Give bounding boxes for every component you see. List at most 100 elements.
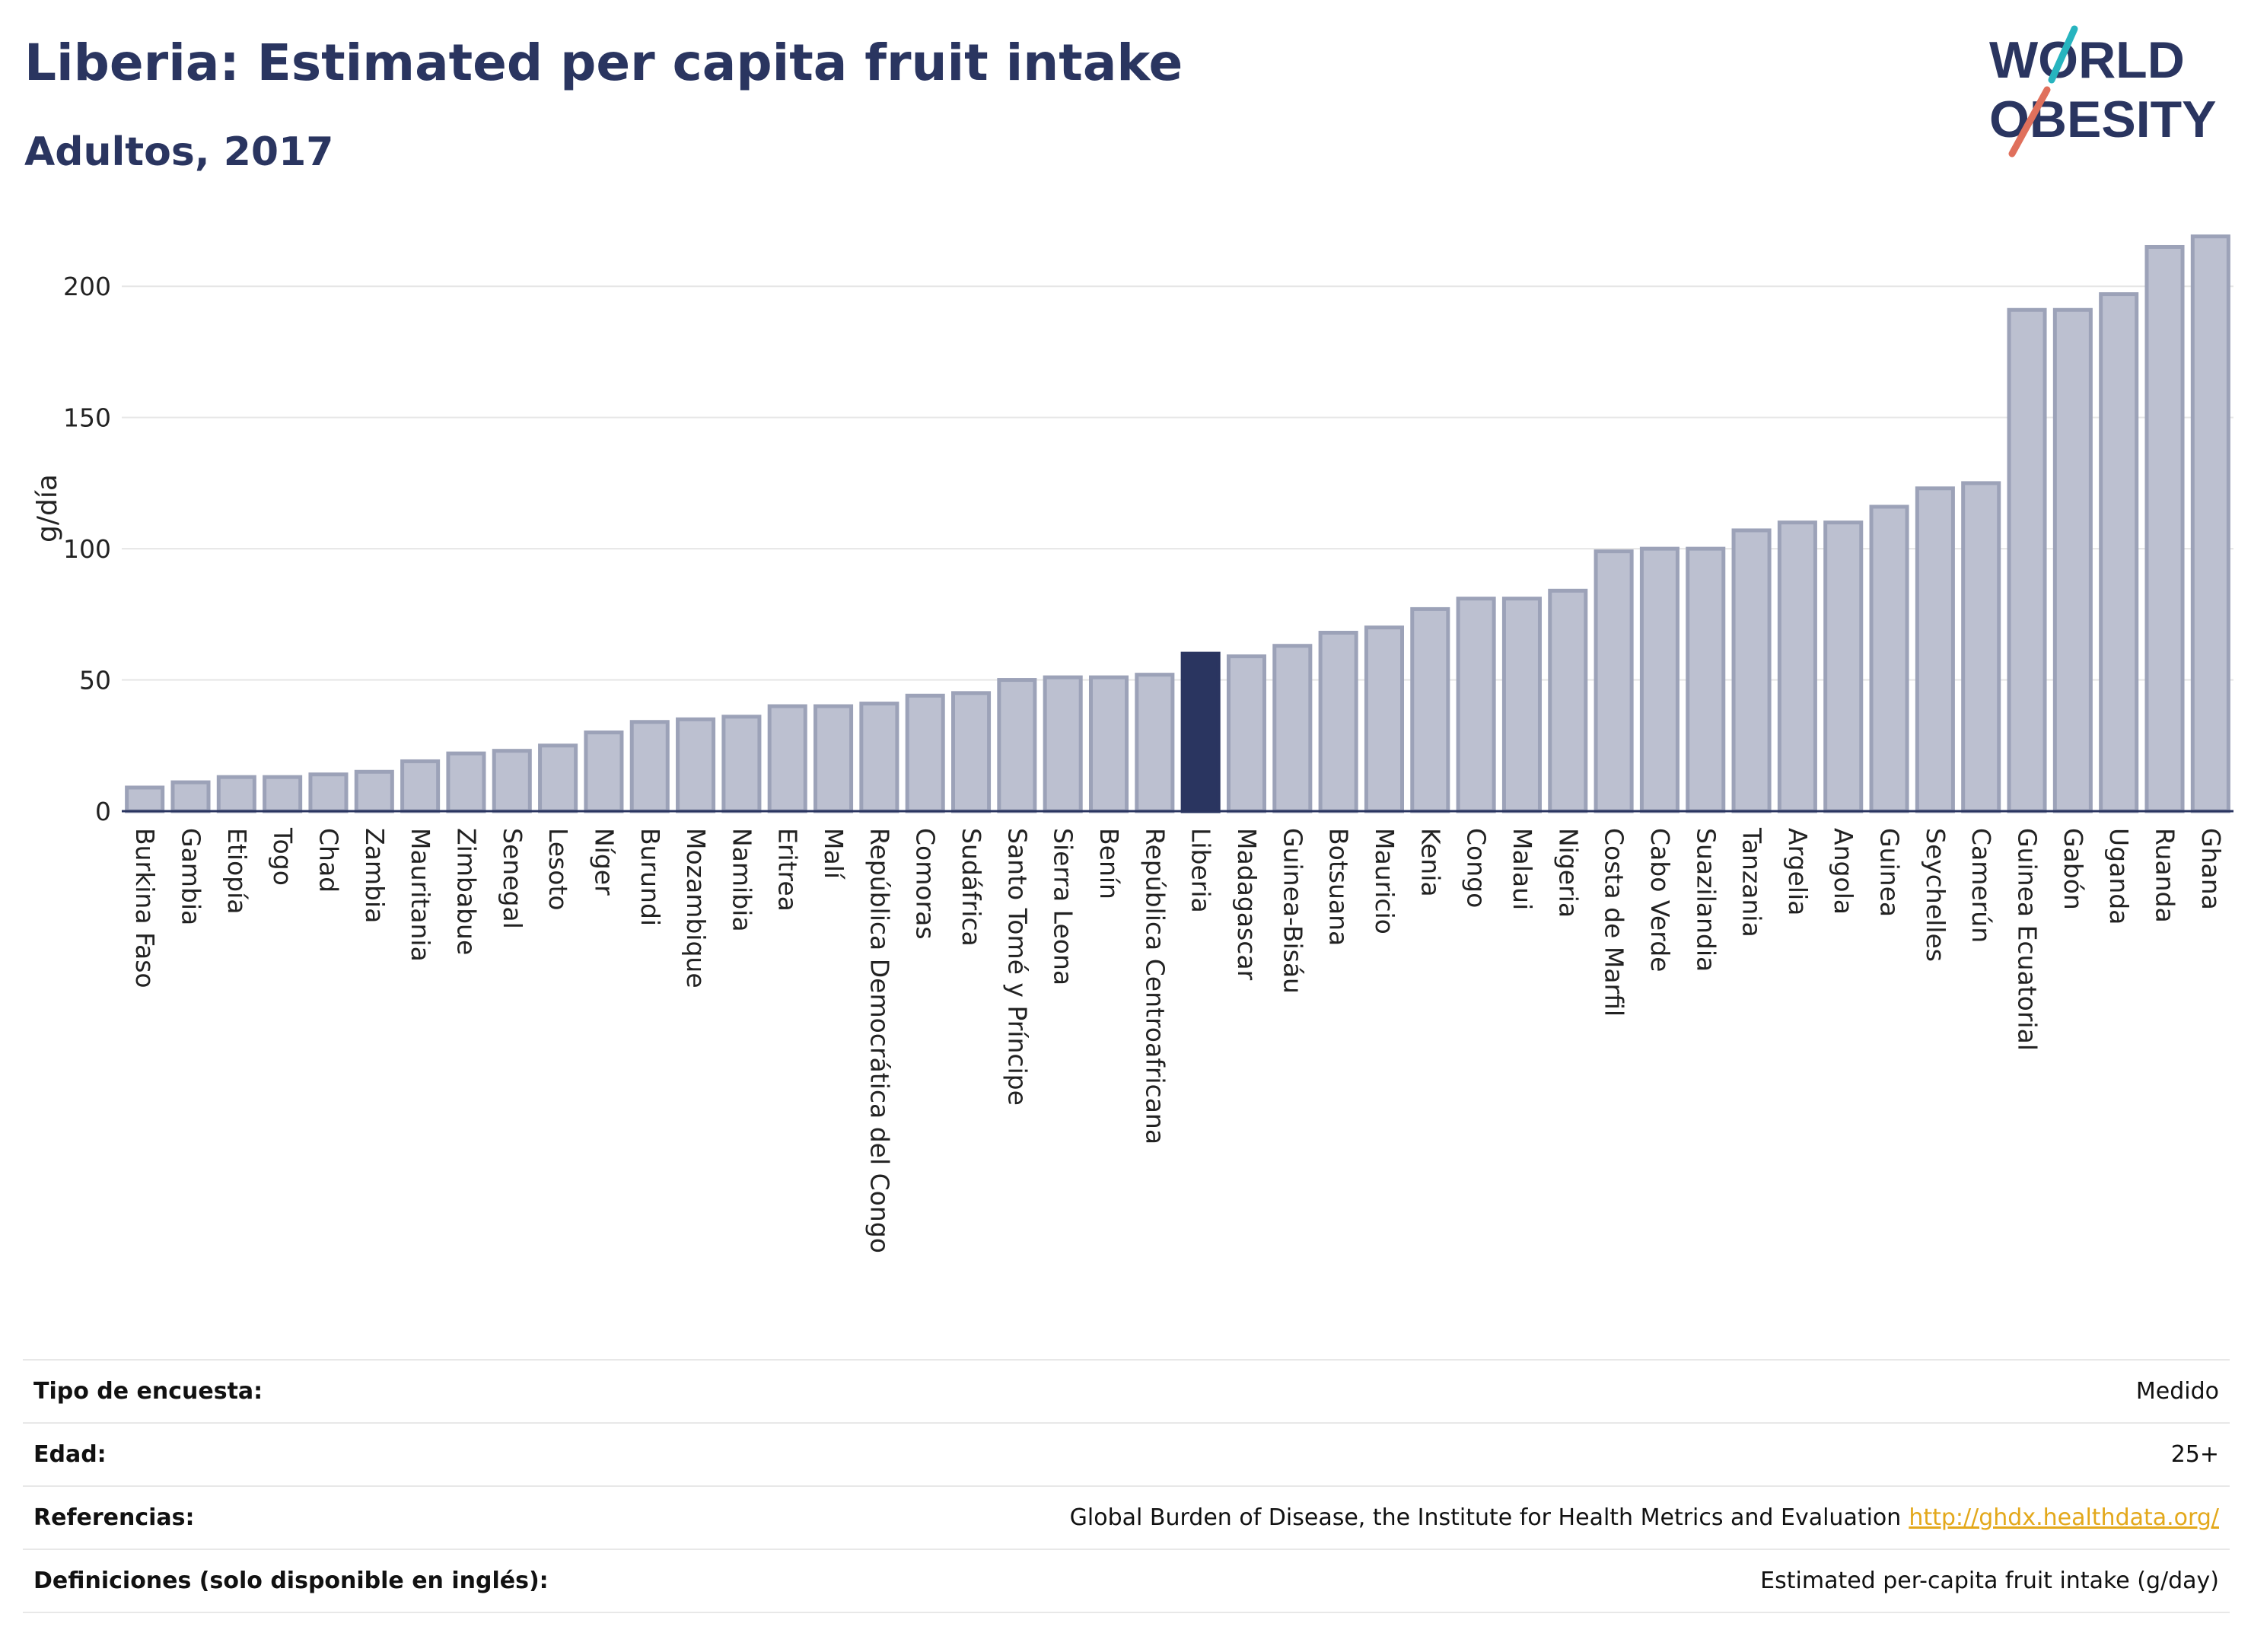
bar[interactable] [676,717,716,813]
info-value-references: Global Burden of Disease, the Institute … [1070,1504,2219,1531]
x-tick-label: Benín [1094,828,1124,899]
bar[interactable] [629,720,670,813]
bar[interactable] [1639,546,1679,813]
bar[interactable] [905,693,945,813]
bar[interactable] [813,704,854,813]
info-label: Referencias: [33,1504,195,1531]
bar[interactable] [446,751,486,813]
x-tick-label: Ghana [2196,828,2226,910]
info-label: Edad: [33,1441,107,1468]
info-row-definitions: Definiciones (solo disponible en inglés)… [23,1550,2230,1613]
x-tick-label: Malí [819,828,849,880]
x-tick-label: Lesoto [543,828,573,911]
x-tick-label: Cabo Verde [1645,828,1675,972]
bar[interactable] [2052,307,2093,813]
bar[interactable] [1226,654,1267,813]
x-tick-label: Guinea Ecuatorial [2013,828,2042,1051]
bar[interactable] [584,731,624,813]
x-tick-label: Comoras [911,828,941,940]
info-table: Tipo de encuesta: Medido Edad: 25+ Refer… [23,1359,2230,1613]
bar[interactable] [2099,292,2139,813]
info-value: Estimated per-capita fruit intake (g/day… [1760,1568,2219,1594]
bar[interactable] [125,785,165,813]
bar[interactable] [1594,549,1634,813]
bar[interactable] [1915,486,1955,813]
bar[interactable] [1548,588,1588,813]
bar[interactable] [308,772,349,813]
x-tick-label: Eritrea [773,828,803,912]
x-tick-label: Camerún [1966,828,1996,943]
bar[interactable] [1088,675,1129,813]
x-tick-label: Kenia [1415,828,1445,897]
bar[interactable] [538,743,578,813]
bar[interactable] [997,678,1037,813]
bar[interactable] [354,769,394,813]
x-tick-label: República Democrática del Congo [864,828,894,1253]
bar[interactable] [1961,481,2001,813]
x-tick-label: Chad [314,828,343,893]
bar-highlighted[interactable] [1180,651,1221,813]
x-tick-label: Senegal [498,828,527,929]
bar[interactable] [1731,528,1772,813]
bar[interactable] [1869,505,1909,813]
x-tick-label: Níger [589,828,619,896]
x-tick-label: Mauricio [1370,828,1399,934]
bar[interactable] [2144,244,2185,813]
y-tick-label: 200 [63,272,111,301]
bar[interactable] [1318,630,1358,813]
bar[interactable] [170,780,211,813]
info-row-age: Edad: 25+ [23,1424,2230,1487]
bar[interactable] [721,715,762,813]
bar[interactable] [1364,625,1404,813]
x-tick-label: Liberia [1186,828,1216,913]
reference-link[interactable]: http://ghdx.healthdata.org/ [1909,1504,2219,1531]
x-tick-label: Guinea [1875,828,1905,917]
bar[interactable] [1823,520,1864,813]
bar[interactable] [1686,546,1726,813]
x-tick-label: Congo [1462,828,1492,908]
y-tick-label: 50 [79,666,111,695]
bar[interactable] [859,702,899,813]
x-tick-label: Ruanda [2151,828,2180,923]
logo-teal-stroke [2048,25,2078,84]
bar[interactable] [1777,520,1817,813]
logo-coral-stroke [2008,86,2051,158]
x-tick-label: Burkina Faso [130,828,160,988]
bar[interactable] [951,691,992,813]
bar[interactable] [400,759,441,813]
x-tick-label: Togo [268,827,298,886]
x-tick-label: Suazilandia [1691,828,1721,972]
x-tick-label: Nigeria [1553,828,1583,918]
x-tick-label: República Centroafricana [1140,828,1170,1144]
x-tick-label: Sierra Leona [1049,828,1078,985]
x-tick-label: Malaui [1508,828,1537,910]
x-tick-label: Seychelles [1921,828,1950,962]
info-label: Definiciones (solo disponible en inglés)… [33,1568,549,1594]
x-tick-label: Mozambique [681,828,711,988]
x-tick-label: Sudáfrica [957,828,986,947]
bar[interactable] [263,775,303,813]
axes: 0 50 100 150 200 Burkina Faso Gambia Etiopía Tog… [63,272,2233,1253]
info-label: Tipo de encuesta: [33,1378,263,1405]
x-tick-label: Uganda [2104,828,2134,925]
x-tick-label: Madagascar [1232,828,1262,981]
y-tick-label: 0 [95,797,111,826]
bar[interactable] [492,749,532,813]
bar[interactable] [1135,673,1175,813]
bar[interactable] [1501,597,1542,813]
x-tick-label: Burundi [635,828,665,926]
reference-text: Global Burden of Disease, the Institute … [1069,1504,1902,1531]
bar[interactable] [1410,606,1450,813]
x-tick-label: Zambia [360,828,390,923]
info-row-survey-type: Tipo de encuesta: Medido [23,1361,2230,1424]
x-tick-label: Argelia [1783,828,1813,915]
bar[interactable] [2190,234,2230,813]
bar[interactable] [2007,307,2047,813]
bar[interactable] [1456,597,1496,813]
bar[interactable] [1272,644,1313,813]
bar[interactable] [767,704,807,813]
bar[interactable] [1043,675,1083,813]
bar[interactable] [216,775,256,813]
x-tick-label: Namibia [727,828,756,932]
x-tick-label: Etiopía [222,828,252,915]
